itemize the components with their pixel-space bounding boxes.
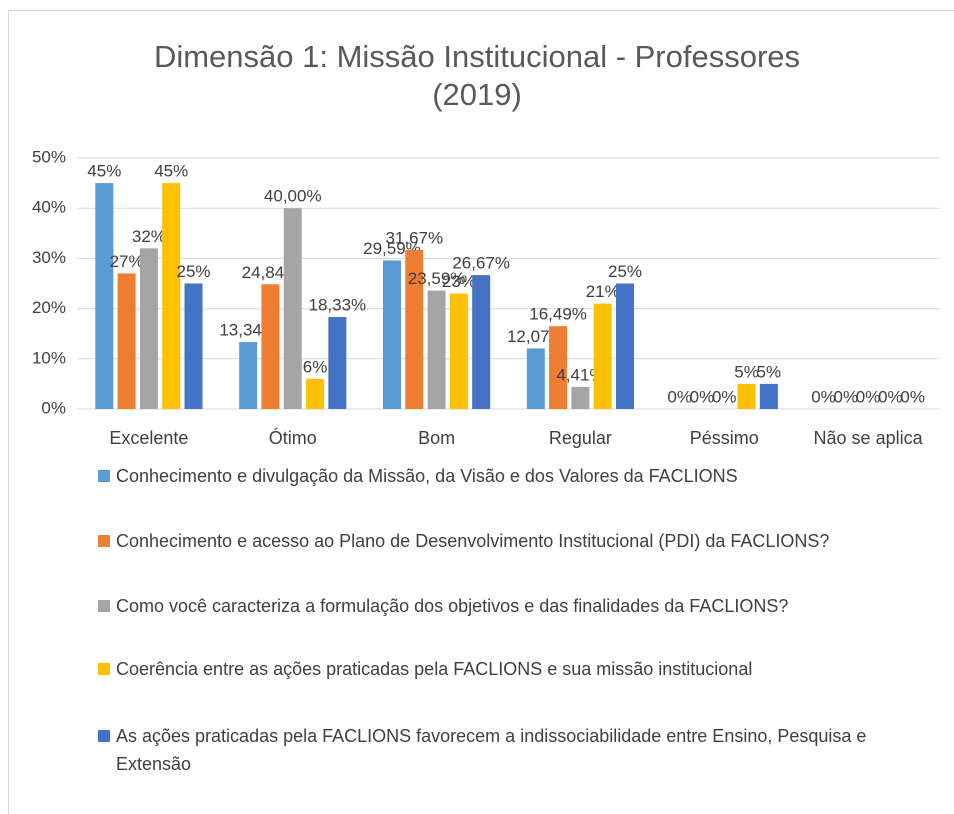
bar — [139, 248, 158, 409]
y-tick-label: 20% — [32, 298, 66, 317]
value-label: 6% — [303, 357, 328, 376]
value-label: 21% — [586, 282, 620, 301]
bar — [472, 275, 491, 409]
value-label: 23% — [442, 272, 476, 291]
y-tick-label: 0% — [41, 398, 66, 417]
bar — [261, 284, 280, 409]
value-label: 0% — [900, 387, 925, 406]
value-label: 0% — [856, 387, 881, 406]
value-label: 27% — [110, 252, 144, 271]
legend-label: Coerência entre as ações praticadas pela… — [116, 659, 753, 679]
value-label: 23,59% — [408, 269, 466, 288]
x-tick-label: Ótimo — [269, 427, 317, 448]
value-label: 32% — [132, 227, 166, 246]
value-label: 5% — [757, 362, 782, 381]
value-label: 18,33% — [309, 295, 367, 314]
legend-swatch — [98, 730, 110, 742]
value-label: 5% — [734, 362, 759, 381]
bar — [405, 250, 424, 409]
value-label: 0% — [667, 387, 692, 406]
value-label: 25% — [608, 262, 642, 281]
value-label: 40,00% — [264, 187, 322, 206]
legend-label: As ações praticadas pela FACLIONS favore… — [116, 726, 867, 774]
bar — [427, 290, 446, 409]
legend-label: Conhecimento e divulgação da Missão, da … — [116, 466, 738, 486]
value-label: 45% — [154, 162, 188, 181]
chart-title: Dimensão 1: Missão Institucional - Profe… — [153, 39, 801, 112]
legend-label: Como você caracteriza a formulação dos o… — [116, 596, 789, 616]
y-tick-label: 40% — [32, 198, 66, 217]
y-tick-label: 30% — [32, 248, 66, 267]
value-label: 31,67% — [385, 229, 443, 248]
bar — [449, 293, 468, 409]
value-label: 0% — [811, 387, 836, 406]
bar — [95, 183, 114, 409]
value-label: 0% — [712, 387, 737, 406]
x-tick-label: Excelente — [109, 428, 188, 448]
x-tick-label: Não se aplica — [814, 428, 924, 448]
value-label: 45% — [87, 162, 121, 181]
value-label: 0% — [690, 387, 715, 406]
bar — [117, 273, 136, 409]
bar — [549, 326, 568, 409]
bar — [283, 208, 302, 409]
bar — [306, 378, 325, 409]
x-tick-label: Regular — [549, 428, 612, 448]
legend-swatch — [98, 470, 110, 482]
bar — [382, 260, 401, 409]
value-label: 0% — [833, 387, 858, 406]
legend-item: Coerência entre as ações praticadas pela… — [98, 655, 898, 683]
bar — [571, 386, 590, 409]
value-label: 25% — [177, 262, 211, 281]
legend-item: Conhecimento e acesso ao Plano de Desenv… — [98, 527, 898, 555]
legend-item: As ações praticadas pela FACLIONS favore… — [98, 722, 898, 778]
legend-label: Conhecimento e acesso ao Plano de Desenv… — [116, 531, 830, 551]
legend-swatch — [98, 535, 110, 547]
chart-frame — [8, 10, 954, 814]
bar — [328, 316, 347, 409]
bar — [239, 342, 258, 409]
legend-swatch — [98, 663, 110, 675]
legend-item: Conhecimento e divulgação da Missão, da … — [98, 462, 898, 490]
value-label: 0% — [878, 387, 903, 406]
value-label: 26,67% — [452, 254, 510, 273]
x-tick-label: Bom — [418, 428, 455, 448]
bar — [616, 283, 635, 409]
value-label: 16,49% — [529, 305, 587, 324]
bar — [737, 383, 756, 409]
legend-swatch — [98, 600, 110, 612]
y-tick-label: 50% — [32, 147, 66, 166]
bar — [526, 348, 545, 409]
value-label: 4,41% — [556, 365, 604, 384]
bar — [184, 283, 203, 409]
y-tick-label: 10% — [32, 348, 66, 367]
legend-item: Como você caracteriza a formulação dos o… — [98, 592, 898, 620]
bar — [593, 303, 612, 409]
x-tick-label: Péssimo — [690, 428, 759, 448]
bar — [759, 383, 778, 409]
bar — [162, 183, 181, 409]
